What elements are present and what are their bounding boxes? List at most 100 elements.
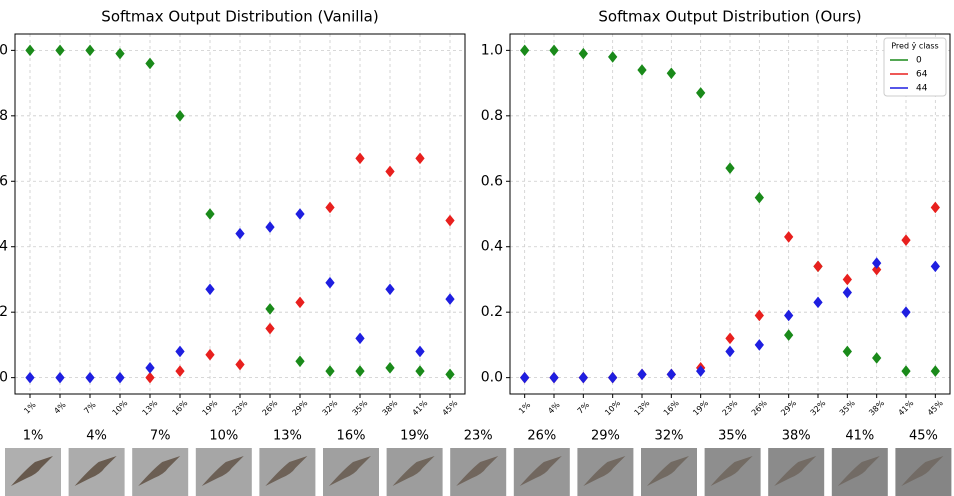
thumbnail-bird [837, 456, 880, 486]
mean-marker [842, 286, 852, 299]
mean-marker [325, 276, 335, 289]
mean-marker [872, 257, 882, 269]
mean-marker [205, 283, 215, 296]
thumbnail-bird [583, 456, 626, 486]
x-tick-label: 35% [351, 398, 370, 417]
thumbnail-bird [11, 456, 53, 486]
x-tick-label: 26% [750, 398, 769, 417]
mean-marker [385, 283, 395, 296]
mean-marker [520, 371, 530, 384]
thumbnail-bird [138, 456, 181, 486]
y-tick-label: 0.2 [0, 304, 8, 320]
thumbnail-label: 23% [464, 429, 493, 444]
thumbnail-label: 41% [845, 429, 874, 444]
y-tick-label: 0.2 [481, 304, 503, 320]
mean-marker [265, 221, 275, 233]
thumbnail-label: 29% [591, 429, 620, 444]
mean-marker [813, 296, 823, 309]
mean-marker [608, 51, 618, 63]
y-tick-label: 0.4 [0, 239, 8, 255]
mean-marker [901, 234, 911, 246]
x-tick-label: 16% [171, 398, 190, 417]
mean-marker [901, 306, 911, 318]
mean-marker [415, 365, 425, 377]
y-tick-label: 1.0 [481, 42, 503, 58]
mean-marker [666, 67, 676, 80]
mean-marker [754, 339, 764, 351]
x-tick-label: 4% [52, 400, 68, 416]
mean-marker [725, 332, 735, 345]
mean-marker [25, 371, 35, 384]
mean-marker [325, 365, 335, 377]
mean-marker [385, 165, 395, 178]
thumbnail-label: 1% [23, 429, 44, 444]
thumbnail-label: 16% [337, 429, 366, 444]
mean-marker [85, 371, 95, 384]
thumbnail-label: 26% [527, 429, 556, 444]
mean-marker [696, 87, 706, 99]
mean-marker [930, 365, 940, 377]
mean-marker [637, 368, 647, 381]
mean-marker [930, 201, 940, 214]
x-tick-label: 45% [441, 398, 460, 417]
mean-marker [145, 371, 155, 384]
thumbnail-label: 38% [782, 429, 811, 444]
mean-marker [842, 273, 852, 286]
mean-marker [265, 303, 275, 315]
mean-marker [115, 47, 125, 60]
x-tick-label: 35% [838, 398, 857, 417]
x-tick-label: 13% [633, 398, 652, 417]
thumbnail-label: 4% [86, 429, 107, 444]
thumbnail-bird [774, 456, 817, 486]
mean-marker [55, 44, 65, 57]
y-tick-label: 0.6 [0, 173, 8, 189]
chart-title: Softmax Output Distribution (Ours) [598, 8, 861, 26]
x-tick-label: 29% [779, 398, 798, 417]
thumbnail-label: 35% [718, 429, 747, 444]
mean-marker [696, 365, 706, 377]
thumbnail [768, 448, 825, 496]
mean-marker [175, 345, 185, 358]
mean-marker [115, 371, 125, 384]
mean-marker [901, 365, 911, 377]
mean-marker [145, 57, 155, 70]
mean-marker [549, 44, 559, 57]
mean-marker [445, 293, 455, 305]
mean-marker [295, 208, 305, 220]
mean-marker [55, 371, 65, 384]
x-tick-label: 1% [517, 400, 533, 416]
chart-title: Softmax Output Distribution (Vanilla) [101, 8, 378, 26]
x-tick-label: 19% [691, 398, 710, 417]
legend-title: Pred ŷ class [891, 42, 938, 51]
mean-marker [754, 309, 764, 322]
mean-marker [295, 296, 305, 309]
mean-marker [608, 371, 618, 384]
x-tick-label: 38% [867, 398, 886, 417]
mean-marker [725, 345, 735, 358]
mean-marker [666, 368, 676, 381]
mean-marker [872, 263, 882, 276]
mean-marker [175, 110, 185, 122]
y-tick-label: 0.6 [481, 173, 503, 189]
mean-marker [145, 362, 155, 374]
mean-marker [842, 345, 852, 358]
mean-marker [265, 322, 275, 335]
mean-marker [415, 345, 425, 358]
thumbnail-bird [456, 456, 499, 486]
mean-marker [637, 64, 647, 76]
x-tick-label: 26% [261, 398, 280, 417]
y-tick-label: 0.0 [0, 370, 8, 386]
mean-marker [578, 371, 588, 384]
thumbnail-bird [329, 456, 371, 486]
mean-marker [445, 214, 455, 227]
mean-marker [205, 208, 215, 220]
x-tick-label: 19% [201, 398, 220, 417]
mean-marker [930, 260, 940, 273]
x-tick-label: 7% [576, 400, 592, 416]
thumbnail-bird [265, 456, 308, 486]
x-tick-label: 13% [141, 398, 160, 417]
x-tick-label: 32% [809, 398, 828, 417]
thumbnail-bird [901, 456, 944, 486]
mean-marker [385, 362, 395, 374]
x-tick-label: 41% [411, 398, 430, 417]
